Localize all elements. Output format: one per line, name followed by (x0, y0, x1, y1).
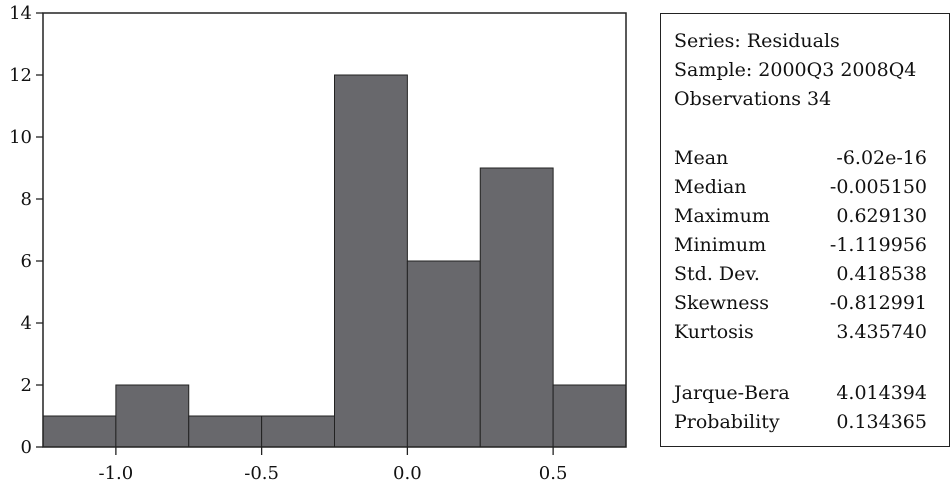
stat-value-std-dev: 0.418538 (836, 263, 927, 285)
y-tick-label: 8 (21, 189, 32, 210)
histogram-bar-1 (115, 384, 190, 448)
y-tick-label: 12 (9, 65, 32, 86)
stat-value-skewness: -0.812991 (829, 292, 927, 314)
y-tick-label: 14 (9, 3, 32, 24)
y-tick-label: 10 (9, 127, 32, 148)
sample-label: Sample: 2000Q3 2008Q4 (674, 59, 917, 81)
stat-value-probability: 0.134365 (836, 411, 927, 433)
y-tick-label: 0 (21, 437, 32, 458)
stat-label-mean: Mean (674, 147, 729, 169)
stat-label-jarque-bera: Jarque-Bera (674, 382, 790, 404)
histogram-bar-0 (42, 415, 117, 448)
stat-value-median: -0.005150 (829, 176, 927, 198)
stat-value-maximum: 0.629130 (836, 205, 927, 227)
histogram-bar-2 (188, 415, 263, 448)
y-tick-label: 6 (21, 251, 32, 272)
y-tick-label: 4 (21, 313, 32, 334)
stat-label-skewness: Skewness (674, 292, 770, 314)
y-tick-label: 2 (21, 375, 32, 396)
x-tick-label: 0.0 (393, 463, 422, 484)
histogram-bar-3 (261, 415, 335, 448)
stat-label-minimum: Minimum (674, 234, 767, 256)
stat-value-jarque-bera: 4.014394 (836, 382, 927, 404)
x-axis: -1.0 -0.5 0.0 0.5 (99, 447, 568, 484)
x-tick-label: -0.5 (244, 463, 279, 484)
histogram-bars (42, 74, 627, 448)
stat-label-probability: Probability (674, 411, 780, 433)
x-tick-label: 0.5 (539, 463, 568, 484)
histogram-bar-5 (406, 260, 481, 448)
observations-label: Observations 34 (674, 88, 832, 110)
histogram-chart: 0 2 4 6 8 10 12 14 -1.0 -0.5 0.0 0.5 (9, 3, 627, 484)
stat-label-kurtosis: Kurtosis (674, 321, 754, 343)
histogram-bar-7 (552, 384, 627, 448)
plot-frame (42, 12, 627, 448)
descriptive-stats-panel: Series: Residuals Sample: 2000Q3 2008Q4 … (660, 13, 950, 447)
stat-value-mean: -6.02e-16 (836, 147, 927, 169)
stat-label-median: Median (674, 176, 747, 198)
stat-value-minimum: -1.119956 (829, 234, 927, 256)
stat-value-kurtosis: 3.435740 (836, 321, 927, 343)
y-axis: 0 2 4 6 8 10 12 14 (9, 3, 43, 458)
series-label: Series: Residuals (674, 30, 840, 52)
stat-label-maximum: Maximum (674, 205, 770, 227)
histogram-bar-4 (334, 74, 408, 448)
stat-label-std-dev: Std. Dev. (674, 263, 760, 285)
histogram-bar-6 (479, 167, 554, 448)
x-tick-label: -1.0 (99, 463, 134, 484)
